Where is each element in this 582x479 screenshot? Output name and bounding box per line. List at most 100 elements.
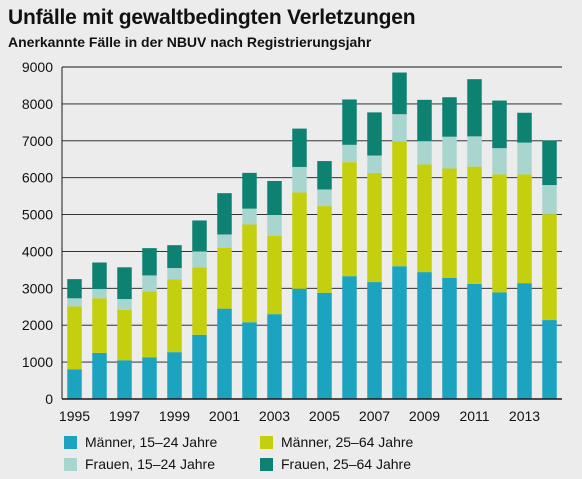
bar-segment-2005-s1 xyxy=(317,206,332,293)
bar-segment-2009-s0 xyxy=(417,272,432,399)
x-tick-label: 1995 xyxy=(59,408,90,424)
bar-segment-1995-s1 xyxy=(67,306,82,370)
bar-segment-1995-s3 xyxy=(67,279,82,299)
bar-segment-1997-s1 xyxy=(117,309,132,361)
bar-segment-2005-s3 xyxy=(317,161,332,190)
y-tick-label: 5000 xyxy=(22,207,53,223)
bar-segment-1996-s3 xyxy=(92,262,107,290)
bar-segment-2000-s1 xyxy=(192,267,207,335)
bar-segment-1999-s3 xyxy=(167,245,182,269)
bar-segment-2014-s0 xyxy=(542,320,557,399)
legend-item-maenner-25-64: Männer, 25–64 Jahre xyxy=(260,434,480,450)
bar-segment-1999-s1 xyxy=(167,279,182,353)
bar-segment-2012-s2 xyxy=(492,148,507,175)
bar-segment-1997-s2 xyxy=(117,299,132,310)
y-tick-label: 4000 xyxy=(22,243,53,259)
legend-item-maenner-15-24: Männer, 15–24 Jahre xyxy=(64,434,260,450)
bar-segment-2012-s3 xyxy=(492,100,507,149)
x-tick-label: 1999 xyxy=(159,408,190,424)
bar-segment-2004-s1 xyxy=(292,192,307,289)
bar-segment-1998-s1 xyxy=(142,291,157,358)
bar-segment-2001-s3 xyxy=(217,193,232,235)
bar-segment-2003-s0 xyxy=(267,314,282,399)
bar-segment-2009-s2 xyxy=(417,141,432,165)
bar-segment-1999-s0 xyxy=(167,352,182,399)
legend-item-frauen-15-24: Frauen, 15–24 Jahre xyxy=(64,456,260,472)
bar-segment-2008-s0 xyxy=(392,266,407,399)
bar-segment-2010-s1 xyxy=(442,168,457,279)
x-tick-label: 2001 xyxy=(209,408,240,424)
plot-background xyxy=(62,67,562,399)
bar-segment-2003-s1 xyxy=(267,235,282,315)
bar-segment-2000-s2 xyxy=(192,251,207,268)
bar-segment-2007-s0 xyxy=(367,282,382,399)
bar-segment-1998-s2 xyxy=(142,275,157,292)
bar-segment-2009-s1 xyxy=(417,164,432,273)
bar-segment-2005-s2 xyxy=(317,189,332,207)
bar-segment-2010-s0 xyxy=(442,278,457,399)
y-tick-label: 6000 xyxy=(22,170,53,186)
bar-segment-2008-s3 xyxy=(392,72,407,115)
x-tick-label: 2011 xyxy=(459,408,489,424)
y-tick-label: 7000 xyxy=(22,133,53,149)
bar-segment-2011-s2 xyxy=(467,136,482,167)
bar-segment-2004-s2 xyxy=(292,166,307,193)
bar-segment-2007-s2 xyxy=(367,155,382,173)
y-tick-label: 9000 xyxy=(22,59,53,75)
bar-segment-2003-s2 xyxy=(267,214,282,236)
bar-segment-2012-s0 xyxy=(492,292,507,399)
bar-segment-2010-s3 xyxy=(442,97,457,137)
legend-swatch xyxy=(64,457,77,471)
bar-segment-1995-s2 xyxy=(67,298,82,307)
bar-segment-1997-s3 xyxy=(117,267,132,300)
bar-segment-2006-s0 xyxy=(342,276,357,399)
legend-swatch xyxy=(260,457,273,471)
bar-segment-2013-s2 xyxy=(517,142,532,175)
bar-segment-1997-s0 xyxy=(117,360,132,399)
bar-segment-2010-s2 xyxy=(442,136,457,169)
bar-segment-2001-s1 xyxy=(217,247,232,309)
bar-segment-2007-s3 xyxy=(367,112,382,156)
bar-segment-2013-s3 xyxy=(517,112,532,143)
legend-swatch xyxy=(64,435,77,449)
bar-segment-2000-s0 xyxy=(192,334,207,399)
bar-segment-1996-s2 xyxy=(92,289,107,299)
x-tick-label: 2005 xyxy=(309,408,340,424)
bar-segment-2004-s3 xyxy=(292,128,307,167)
chart-title: Unfälle mit gewaltbedingten Verletzungen xyxy=(8,6,416,29)
legend-label: Frauen, 15–24 Jahre xyxy=(85,456,215,472)
bar-segment-2003-s3 xyxy=(267,180,282,215)
bar-segment-2011-s1 xyxy=(467,166,482,284)
bar-segment-2002-s1 xyxy=(242,224,257,323)
bar-segment-2008-s2 xyxy=(392,114,407,142)
bar-segment-2011-s3 xyxy=(467,79,482,137)
bar-segment-2006-s2 xyxy=(342,144,357,163)
bar-segment-2006-s1 xyxy=(342,162,357,277)
bar-segment-2007-s1 xyxy=(367,172,382,283)
bar-segment-2002-s0 xyxy=(242,322,257,399)
bar-segment-1999-s2 xyxy=(167,268,182,280)
x-tick-label: 2013 xyxy=(509,408,540,424)
bar-segment-2002-s2 xyxy=(242,208,257,225)
bar-segment-1995-s0 xyxy=(67,369,82,399)
bar-segment-2006-s3 xyxy=(342,99,357,145)
bar-segment-2001-s2 xyxy=(217,234,232,248)
bar-segment-2014-s2 xyxy=(542,185,557,215)
x-tick-label: 2003 xyxy=(259,408,290,424)
bar-segment-1998-s0 xyxy=(142,357,157,399)
legend-label: Männer, 15–24 Jahre xyxy=(85,434,218,450)
bar-segment-2013-s1 xyxy=(517,174,532,284)
bar-segment-2009-s3 xyxy=(417,99,432,142)
bar-segment-2014-s1 xyxy=(542,214,557,321)
x-tick-label: 1997 xyxy=(109,408,140,424)
bar-segment-2011-s0 xyxy=(467,283,482,399)
bar-segment-2004-s0 xyxy=(292,288,307,399)
bar-segment-2013-s0 xyxy=(517,283,532,399)
y-tick-label: 2000 xyxy=(22,317,53,333)
y-tick-label: 3000 xyxy=(22,280,53,296)
bar-segment-2001-s0 xyxy=(217,308,232,399)
bar-segment-2002-s3 xyxy=(242,172,257,209)
y-tick-label: 8000 xyxy=(22,96,53,112)
bar-segment-1996-s0 xyxy=(92,352,107,399)
